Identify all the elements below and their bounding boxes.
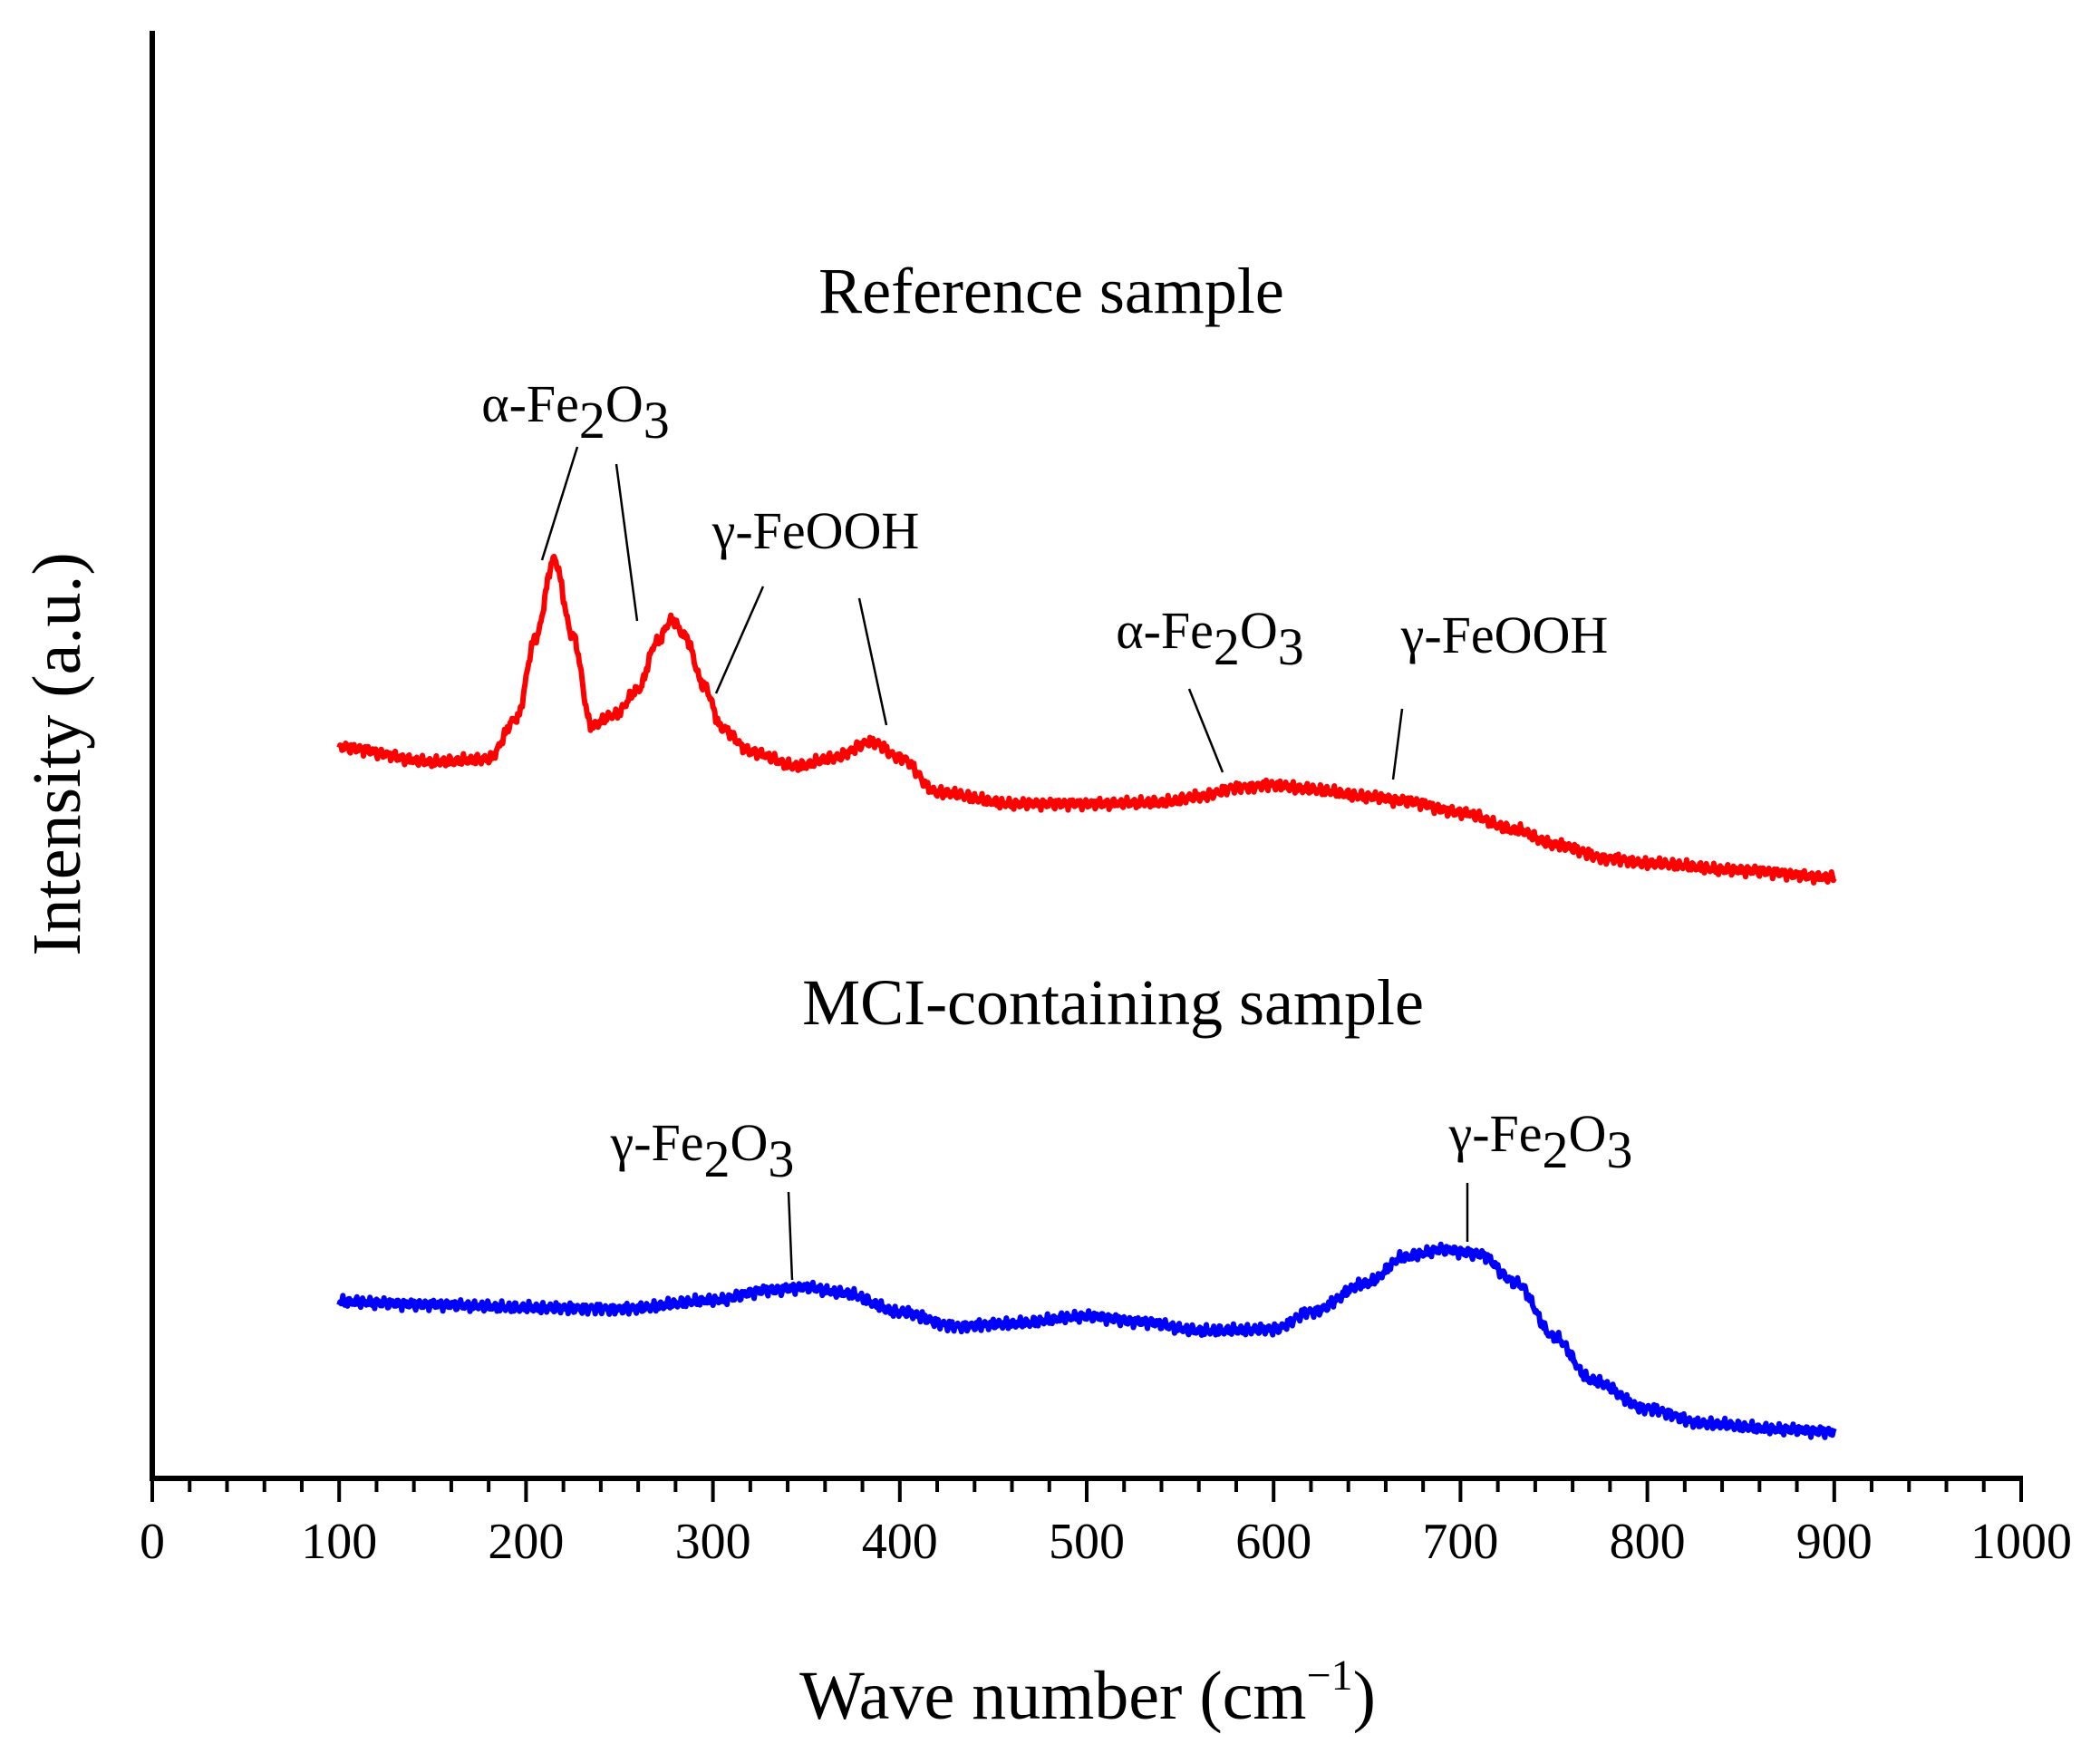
series-title-mci: MCI-containing sample — [802, 966, 1424, 1039]
x-tick-label: 600 — [1235, 1514, 1311, 1570]
peak-leader-line — [1187, 688, 1224, 773]
reference-sample-line — [336, 553, 1837, 886]
peak-annotation: α-Fe2O3 — [1116, 601, 1304, 773]
x-tick-label: 200 — [488, 1514, 564, 1570]
x-tick-label: 900 — [1796, 1514, 1873, 1570]
x-axis-ticks — [150, 1478, 2023, 1502]
y-axis-title: Intensity (a.u.) — [19, 552, 95, 955]
x-tick-label: 100 — [301, 1514, 377, 1570]
x-tick-label: 800 — [1610, 1514, 1686, 1570]
x-axis-title-superscript: −1 — [1307, 1652, 1353, 1700]
peak-label: γ-Fe2O3 — [610, 1113, 795, 1188]
peak-label: γ-Fe2O3 — [1448, 1104, 1633, 1179]
x-tick-label: 700 — [1422, 1514, 1498, 1570]
x-axis-title: Wave number (cm−1) — [799, 1652, 1376, 1734]
x-tick-label: 300 — [675, 1514, 751, 1570]
peak-leader-line — [714, 586, 765, 694]
peak-leader-line — [615, 463, 639, 622]
peak-leader-line — [1391, 708, 1404, 780]
x-tick-label: 1000 — [1970, 1514, 2072, 1570]
axes: 0 100 200 300 400 500 600 700 800 900 1000 — [140, 31, 2072, 1570]
x-tick-label: 400 — [862, 1514, 938, 1570]
series-layer — [336, 553, 1837, 1440]
peak-annotation: α-Fe2O3 — [481, 374, 670, 622]
x-axis-tick-labels: 0 100 200 300 400 500 600 700 800 900 1000 — [140, 1514, 2072, 1570]
peak-label: α-Fe2O3 — [1116, 601, 1304, 676]
peak-label: γ-FeOOH — [1400, 605, 1609, 664]
peak-leader-line — [787, 1191, 794, 1281]
series-title-reference: Reference sample — [818, 255, 1284, 327]
peak-leader-line — [857, 597, 888, 726]
peak-label: γ-FeOOH — [711, 501, 920, 560]
peak-label: α-Fe2O3 — [481, 374, 670, 450]
peak-annotation: γ-Fe2O3 — [610, 1113, 795, 1281]
x-tick-label: 0 — [140, 1514, 165, 1570]
peak-annotation: γ-Fe2O3 — [1448, 1104, 1633, 1242]
mci-sample-line — [336, 1241, 1837, 1440]
x-tick-label: 500 — [1049, 1514, 1125, 1570]
peak-leader-line — [540, 446, 579, 561]
peak-annotation: γ-FeOOH — [1391, 605, 1609, 780]
annotation-layer: α-Fe2O3 γ-FeOOH α-Fe2O3 γ-FeOOH γ-Fe2O3 γ-Fe2… — [481, 374, 1633, 1281]
peak-annotation: γ-FeOOH — [711, 501, 920, 726]
